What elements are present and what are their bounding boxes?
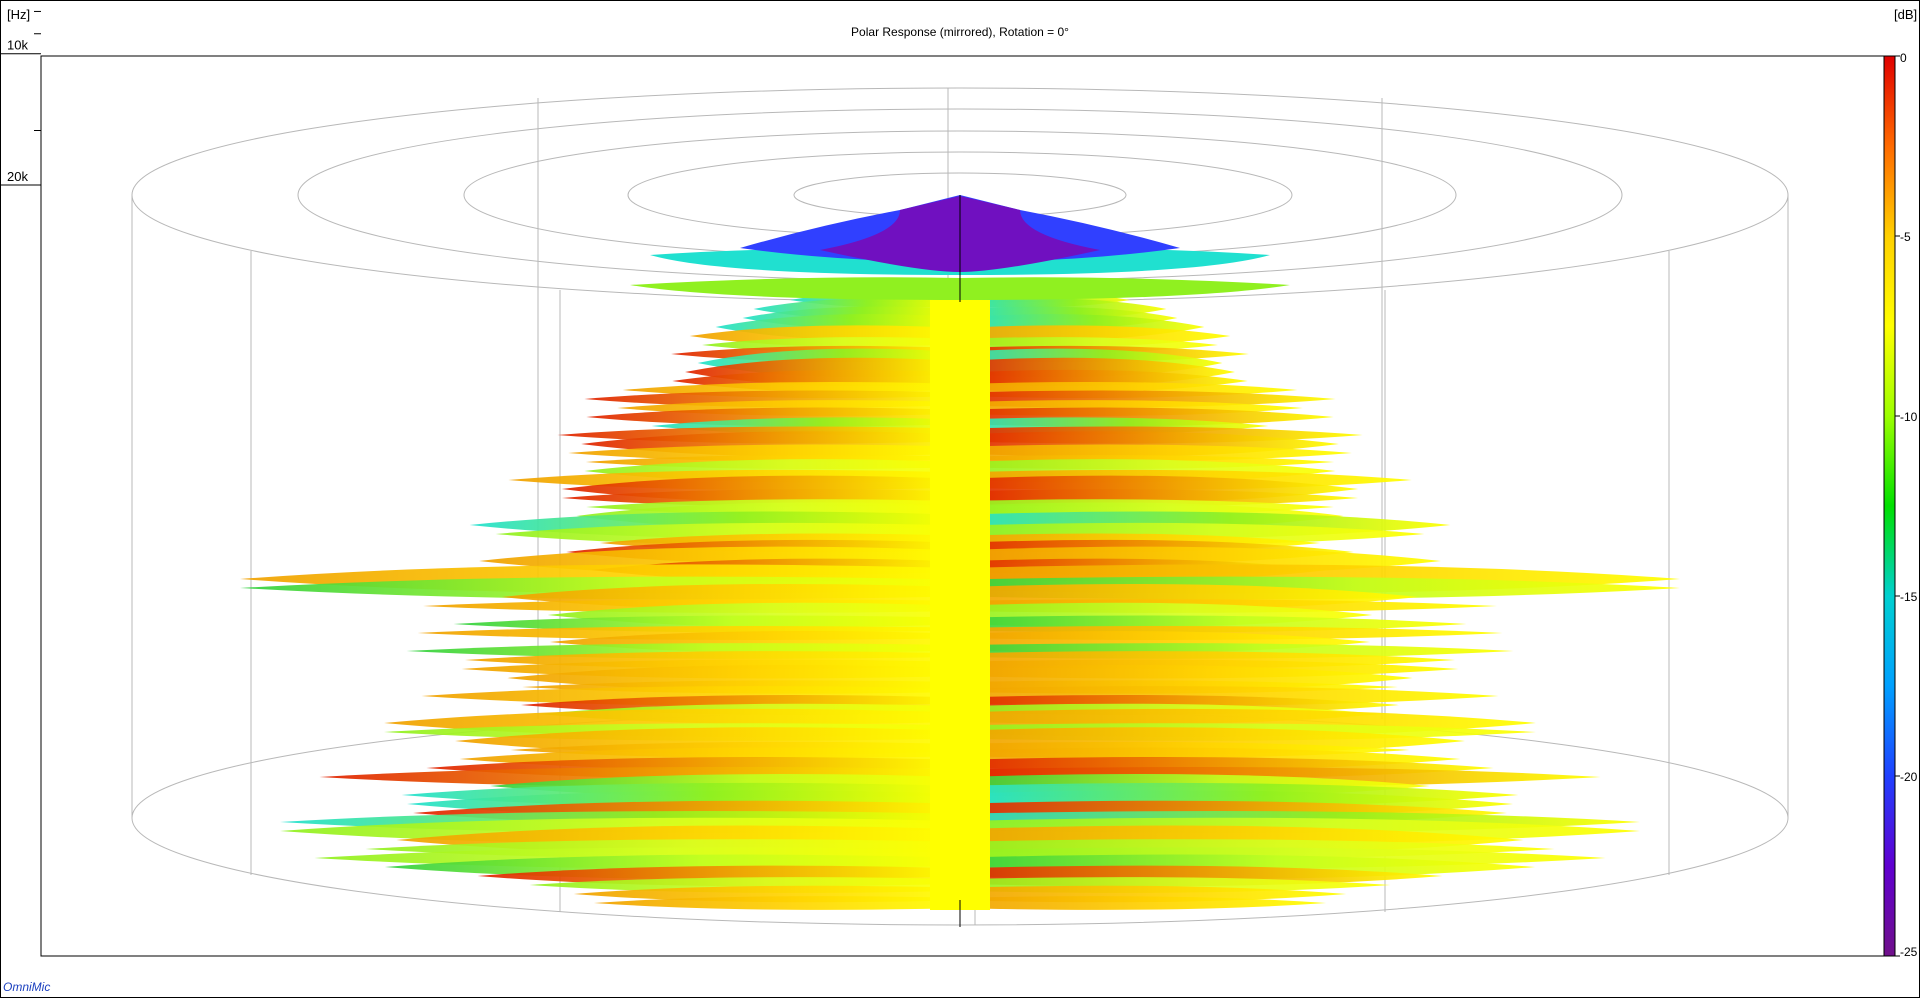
y-tick-label: 20k — [7, 169, 28, 184]
colorbar-tick-label: -20 — [1900, 770, 1918, 784]
on-axis-core — [930, 300, 990, 910]
y-tick-label: 10k — [7, 38, 28, 53]
colorbar-tick-label: -25 — [1900, 945, 1918, 959]
colorbar-axis: 0 -5 -10 -15 -20 -25 — [1895, 51, 1918, 959]
colorbar-tick-label: 0 — [1900, 51, 1907, 65]
lobe-left — [593, 896, 960, 910]
colorbar-unit-label: [dB] — [1894, 7, 1918, 22]
lobe-right — [960, 896, 1327, 910]
cylinder-wireframe — [131, 87, 1789, 926]
colorbar-tick-label: -5 — [1900, 230, 1911, 244]
colorbar-tick-label: -15 — [1900, 590, 1918, 604]
colorbar-tick-label: -10 — [1900, 410, 1918, 424]
brand-label: OmniMic — [3, 980, 51, 994]
y-unit-label: [Hz] — [7, 7, 31, 22]
chart-title: Polar Response (mirrored), Rotation = 0° — [851, 25, 1069, 39]
y-axis: 20k10k5k2k1k700 — [0, 10, 41, 186]
response-surface — [240, 195, 1680, 910]
colorbar — [1883, 55, 1896, 957]
